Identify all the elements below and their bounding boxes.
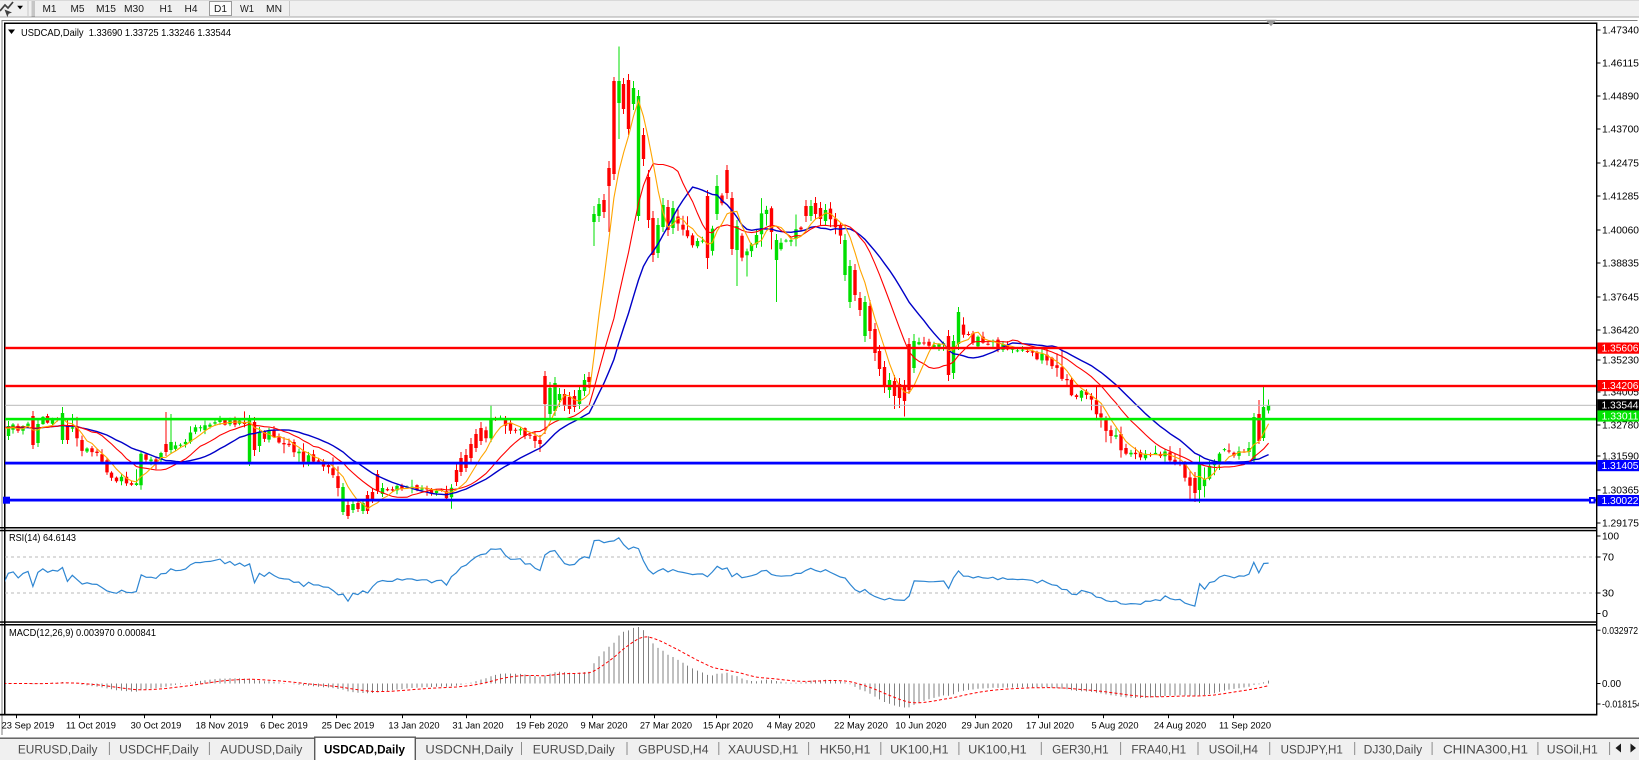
svg-text:1.32780: 1.32780: [1602, 421, 1639, 432]
svg-text:USDCNH,Daily: USDCNH,Daily: [425, 745, 513, 757]
svg-text:15 Apr 2020: 15 Apr 2020: [703, 720, 753, 730]
svg-text:1.33011: 1.33011: [1602, 412, 1639, 423]
svg-text:31 Jan 2020: 31 Jan 2020: [452, 720, 503, 730]
svg-text:USDCAD,Daily 1.33690 1.33725: USDCAD,Daily 1.33690 1.33725 1.33246 1.3…: [21, 27, 231, 39]
svg-text:1.47340: 1.47340: [1602, 26, 1639, 37]
svg-text:1.44890: 1.44890: [1602, 92, 1639, 103]
svg-text:UK100,H1: UK100,H1: [890, 745, 949, 757]
svg-text:M1: M1: [43, 3, 57, 15]
svg-text:23 Sep 2019: 23 Sep 2019: [2, 720, 55, 730]
svg-text:USOil,H4: USOil,H4: [1209, 745, 1259, 757]
svg-text:11 Sep 2020: 11 Sep 2020: [1219, 720, 1271, 730]
svg-text:4 May 2020: 4 May 2020: [767, 720, 816, 730]
svg-text:M15: M15: [96, 3, 116, 15]
svg-text:30: 30: [1602, 589, 1614, 600]
svg-text:MACD(12,26,9) 0.003970 0.00084: MACD(12,26,9) 0.003970 0.000841: [9, 627, 156, 639]
svg-text:24 Aug 2020: 24 Aug 2020: [1154, 720, 1206, 730]
svg-text:18 Nov 2019: 18 Nov 2019: [196, 720, 249, 730]
svg-text:1.31590: 1.31590: [1602, 452, 1639, 463]
svg-text:27 Mar 2020: 27 Mar 2020: [640, 720, 692, 730]
svg-text:USDCHF,Daily: USDCHF,Daily: [119, 745, 199, 757]
svg-text:GBPUSD,H4: GBPUSD,H4: [638, 745, 709, 757]
svg-text:HK50,H1: HK50,H1: [820, 745, 871, 757]
svg-text:0.032972: 0.032972: [1602, 626, 1638, 637]
svg-text:1.31405: 1.31405: [1602, 461, 1639, 472]
svg-text:UK100,H1: UK100,H1: [968, 745, 1026, 757]
svg-text:0: 0: [1602, 609, 1608, 620]
svg-text:9 Mar 2020: 9 Mar 2020: [580, 720, 627, 730]
svg-text:M30: M30: [124, 3, 144, 15]
svg-text:1.38835: 1.38835: [1602, 259, 1639, 270]
svg-text:1.36420: 1.36420: [1602, 326, 1639, 337]
svg-text:AUDUSD,Daily: AUDUSD,Daily: [220, 745, 302, 757]
svg-text:11 Oct 2019: 11 Oct 2019: [66, 720, 116, 730]
svg-text:1.46115: 1.46115: [1602, 59, 1639, 70]
svg-text:USDJPY,H1: USDJPY,H1: [1281, 745, 1343, 757]
svg-text:FRA40,H1: FRA40,H1: [1131, 745, 1186, 757]
svg-text:29 Jun 2020: 29 Jun 2020: [961, 720, 1012, 730]
svg-text:25 Dec 2019: 25 Dec 2019: [322, 720, 375, 730]
svg-text:EURUSD,Daily: EURUSD,Daily: [18, 745, 98, 757]
svg-text:1.42475: 1.42475: [1602, 159, 1639, 170]
svg-text:1.30022: 1.30022: [1602, 496, 1639, 507]
svg-text:1.40060: 1.40060: [1602, 226, 1639, 237]
svg-text:19 Feb 2020: 19 Feb 2020: [516, 720, 568, 730]
svg-text:1.41285: 1.41285: [1602, 192, 1639, 203]
svg-text:H4: H4: [185, 3, 198, 15]
svg-text:USDCAD,Daily: USDCAD,Daily: [324, 745, 406, 757]
svg-text:XAUUSD,H1: XAUUSD,H1: [728, 745, 798, 757]
svg-text:H1: H1: [160, 3, 173, 15]
svg-text:70: 70: [1602, 553, 1614, 564]
svg-text:W1: W1: [240, 3, 254, 15]
svg-text:CHINA300,H1: CHINA300,H1: [1443, 745, 1528, 757]
svg-text:1.34206: 1.34206: [1602, 381, 1639, 392]
svg-text:GER30,H1: GER30,H1: [1052, 745, 1109, 757]
svg-text:1.33544: 1.33544: [1602, 401, 1639, 412]
svg-text:1.34005: 1.34005: [1602, 388, 1639, 399]
svg-text:M5: M5: [71, 3, 85, 15]
svg-text:1.29175: 1.29175: [1602, 519, 1639, 530]
svg-text:MN: MN: [266, 3, 282, 15]
svg-text:EURUSD,Daily: EURUSD,Daily: [533, 745, 615, 757]
svg-text:6 Dec 2019: 6 Dec 2019: [260, 720, 308, 730]
svg-text:10 Jun 2020: 10 Jun 2020: [895, 720, 946, 730]
svg-text:-0.018154: -0.018154: [1602, 700, 1639, 711]
svg-text:1.35606: 1.35606: [1602, 344, 1639, 355]
svg-text:1.30365: 1.30365: [1602, 486, 1639, 497]
svg-text:DJ30,Daily: DJ30,Daily: [1364, 745, 1423, 757]
svg-text:1.37645: 1.37645: [1602, 293, 1639, 304]
svg-text:1.35230: 1.35230: [1602, 356, 1639, 367]
svg-text:RSI(14) 64.6143: RSI(14) 64.6143: [9, 532, 76, 544]
svg-text:0.00: 0.00: [1602, 679, 1621, 690]
svg-text:D1: D1: [214, 3, 227, 15]
svg-text:USOil,H1: USOil,H1: [1547, 745, 1598, 757]
svg-text:13 Jan 2020: 13 Jan 2020: [388, 720, 439, 730]
svg-text:17 Jul 2020: 17 Jul 2020: [1026, 720, 1074, 730]
svg-text:30 Oct 2019: 30 Oct 2019: [131, 720, 182, 730]
svg-text:22 May 2020: 22 May 2020: [834, 720, 888, 730]
svg-text:5 Aug 2020: 5 Aug 2020: [1091, 720, 1138, 730]
svg-text:100: 100: [1602, 532, 1619, 543]
svg-text:1.43700: 1.43700: [1602, 125, 1639, 136]
